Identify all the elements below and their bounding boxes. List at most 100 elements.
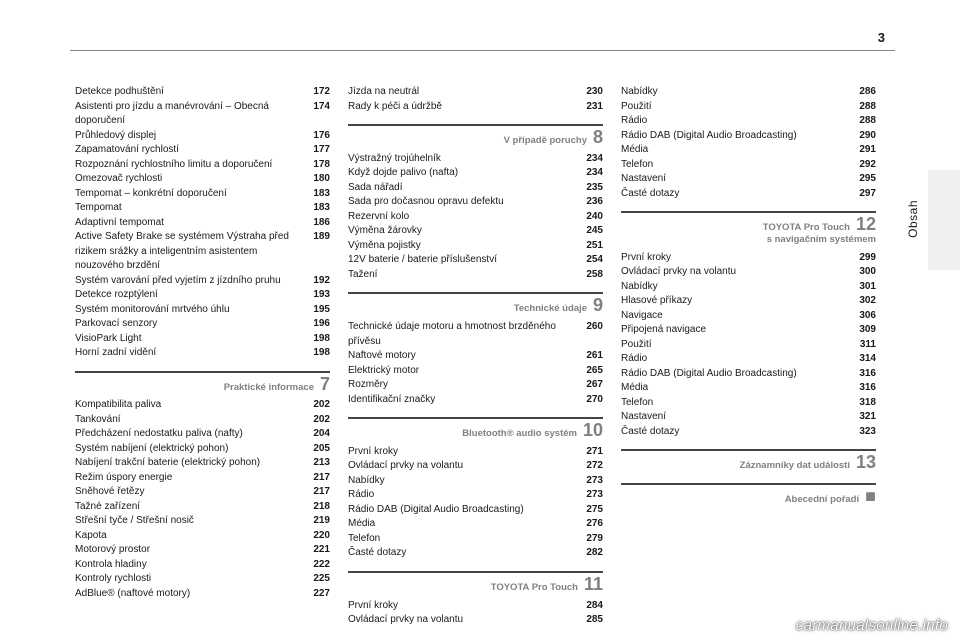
toc-row: Rádio288 (621, 114, 876, 129)
toc-row: Nastavení295 (621, 172, 876, 187)
toc-page: 174 (306, 100, 330, 115)
toc-label: Výměna žárovky (348, 224, 579, 239)
toc-row: Systém varování před vyjetím z jízdního … (75, 274, 330, 289)
toc-row: Rady k péči a údržbě231 (348, 100, 603, 115)
toc-page: 297 (852, 187, 876, 202)
toc-row: Časté dotazy282 (348, 546, 603, 561)
toc-row: Telefon292 (621, 158, 876, 173)
toc-page: 227 (306, 587, 330, 602)
section-rule (348, 417, 603, 419)
toc-label: Sněhové řetězy (75, 485, 306, 500)
toc-label: Naftové motory (348, 349, 579, 364)
toc-label: Ovládací prvky na volantu (621, 265, 852, 280)
toc-page: 288 (852, 100, 876, 115)
toc-page: 193 (306, 288, 330, 303)
toc-row: Tankování202 (75, 413, 330, 428)
toc-label: Předcházení nedostatku paliva (nafty) (75, 427, 306, 442)
toc-page: 258 (579, 268, 603, 283)
toc-label: Rádio (348, 488, 579, 503)
toc-row: Identifikační značky270 (348, 393, 603, 408)
toc-page: 221 (306, 543, 330, 558)
toc-row: Rozměry267 (348, 378, 603, 393)
toc-row: Připojená navigace309 (621, 323, 876, 338)
toc-column: Jízda na neutrál230Rady k péči a údržbě2… (348, 85, 603, 628)
toc-row: Nabídky273 (348, 474, 603, 489)
toc-page: 291 (852, 143, 876, 158)
toc-row: Střešní tyče / Střešní nosič219 (75, 514, 330, 529)
section-number: 9 (593, 296, 603, 314)
toc-label: Časté dotazy (348, 546, 579, 561)
toc-row: Nabídky286 (621, 85, 876, 100)
toc-page: 290 (852, 129, 876, 144)
section-heading-row: Záznamníky dat událostí13 (621, 453, 876, 473)
section-rule (348, 292, 603, 294)
toc-page: 314 (852, 352, 876, 367)
toc-row: Systém monitorování mrtvého úhlu195 (75, 303, 330, 318)
section-heading-row: TOYOTA Pro Touch11 (348, 575, 603, 595)
toc-label: Kontroly rychlosti (75, 572, 306, 587)
section-header: TOYOTA Pro Touch12s navigačním systémem (621, 211, 876, 247)
toc-label: Parkovací senzory (75, 317, 306, 332)
toc-page: 230 (579, 85, 603, 100)
toc-label: Systém monitorování mrtvého úhlu (75, 303, 306, 318)
toc-row: Horní zadní vidění198 (75, 346, 330, 361)
toc-row: Sada nářadí235 (348, 181, 603, 196)
toc-row: Kontroly rychlosti225 (75, 572, 330, 587)
toc-row: Tempomat183 (75, 201, 330, 216)
toc-label: Nastavení (621, 172, 852, 187)
section-number: 7 (320, 375, 330, 393)
toc-label: VisioPark Light (75, 332, 306, 347)
toc-label: Asistenti pro jízdu a manévrování – Obec… (75, 100, 306, 129)
toc-page: 180 (306, 172, 330, 187)
toc-row: První kroky271 (348, 445, 603, 460)
toc-row: Nastavení321 (621, 410, 876, 425)
toc-label: Když dojde palivo (nafta) (348, 166, 579, 181)
toc-label: Telefon (621, 396, 852, 411)
section-subtitle: s navigačním systémem (621, 233, 876, 247)
toc-label: Použití (621, 338, 852, 353)
toc-row: 12V baterie / baterie příslušenství254 (348, 253, 603, 268)
toc-page: 236 (579, 195, 603, 210)
section-rule (621, 483, 876, 485)
toc-page: 265 (579, 364, 603, 379)
toc-page: 301 (852, 280, 876, 295)
toc-label: Nabídky (621, 85, 852, 100)
section-number: 12 (856, 215, 876, 233)
toc-page: 251 (579, 239, 603, 254)
section-rule (621, 449, 876, 451)
toc-label: Detekce podhuštění (75, 85, 306, 100)
section-marker-icon: ■ (865, 487, 876, 505)
toc-label: Rádio DAB (Digital Audio Broadcasting) (621, 129, 852, 144)
toc-label: Jízda na neutrál (348, 85, 579, 100)
side-tab (928, 170, 960, 270)
toc-label: Tempomat – konkrétní doporučení (75, 187, 306, 202)
toc-row: První kroky284 (348, 599, 603, 614)
section-header: V případě poruchy8 (348, 124, 603, 148)
toc-page: 225 (306, 572, 330, 587)
toc-page: 235 (579, 181, 603, 196)
toc-row: VisioPark Light198 (75, 332, 330, 347)
toc-row: Kontrola hladiny222 (75, 558, 330, 573)
toc-label: Tažení (348, 268, 579, 283)
toc-row: Média291 (621, 143, 876, 158)
section-title: V případě poruchy (504, 134, 587, 148)
toc-row: Rádio DAB (Digital Audio Broadcasting)29… (621, 129, 876, 144)
toc-column: Nabídky286 Použití 288Rádio288Rádio DAB (D… (621, 85, 876, 628)
toc-row: Ovládací prvky na volantu285 (348, 613, 603, 628)
toc-row: Předcházení nedostatku paliva (nafty)204 (75, 427, 330, 442)
section-title: Praktické informace (224, 381, 314, 395)
toc-row: Výměna žárovky245 (348, 224, 603, 239)
toc-page: 231 (579, 100, 603, 115)
toc-label: Nabídky (348, 474, 579, 489)
toc-page: 198 (306, 332, 330, 347)
section-heading-row: Praktické informace 7 (75, 375, 330, 395)
toc-label: Režim úspory energie (75, 471, 306, 486)
toc-page: 273 (579, 474, 603, 489)
toc-row: První kroky299 (621, 251, 876, 266)
toc-row: Motorový prostor221 (75, 543, 330, 558)
toc-row: Active Safety Brake se systémem Výstraha… (75, 230, 330, 274)
toc-label: Systém nabíjení (elektrický pohon) (75, 442, 306, 457)
toc-label: Časté dotazy (621, 425, 852, 440)
toc-row: Ovládací prvky na volantu300 (621, 265, 876, 280)
toc-row: Tažné zařízení218 (75, 500, 330, 515)
